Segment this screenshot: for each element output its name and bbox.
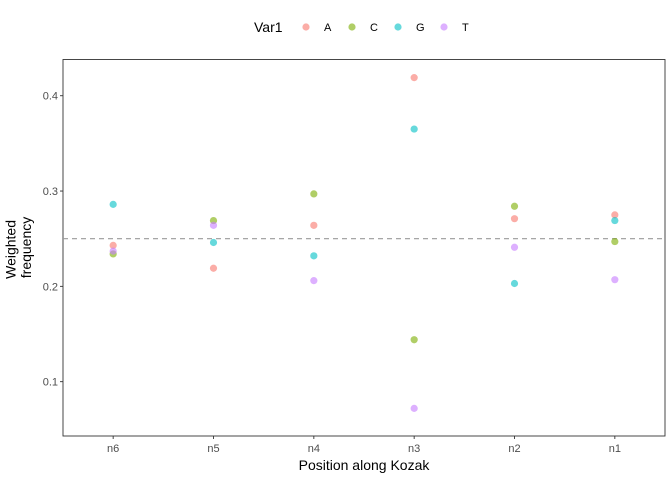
point-G-n6 (109, 200, 117, 208)
data-points (109, 74, 619, 412)
point-G-n3 (410, 125, 418, 133)
point-C-n3 (410, 336, 418, 344)
point-A-n5 (209, 264, 218, 272)
point-G-n2 (510, 279, 519, 288)
point-C-n4 (310, 190, 318, 198)
y-axis-title: Weighted frequency (3, 216, 34, 279)
y-tick-label: 0.4 (43, 91, 58, 103)
point-C-n2 (510, 202, 519, 210)
legend-key-T (440, 23, 448, 31)
x-tick-label-n6: n6 (107, 443, 119, 455)
point-T-n5 (209, 221, 218, 229)
legend-label-T: T (462, 22, 469, 34)
y-axis-title-line-2: frequency (18, 217, 34, 278)
y-axis-title-line-1: Weighted (3, 220, 19, 279)
y-tick-label: 0.2 (43, 281, 58, 293)
x-tick-label-n1: n1 (609, 443, 621, 455)
point-T-n1 (611, 276, 619, 284)
point-A-n6 (109, 241, 117, 249)
legend-label-G: G (416, 22, 425, 34)
legend-key-A (302, 23, 310, 31)
point-C-n1 (611, 237, 619, 246)
point-A-n2 (510, 215, 519, 223)
point-A-n1 (611, 211, 619, 219)
legend-label-A: A (324, 22, 332, 34)
x-tick-label-n5: n5 (207, 443, 219, 455)
point-G-n1 (611, 216, 619, 225)
point-T-n3 (410, 404, 418, 412)
y-tick-label: 0.1 (43, 377, 58, 389)
y-axis: 0.1 0.2 0.3 0.4 (43, 91, 63, 389)
plot-panel (62, 59, 666, 437)
point-G-n5 (209, 238, 218, 247)
legend-title: Var1 (254, 19, 283, 35)
y-tick-label: 0.3 (43, 186, 58, 198)
legend-key-G (394, 23, 402, 31)
x-axis-title: Position along Kozak (299, 457, 431, 473)
point-T-n6 (109, 247, 117, 255)
x-axis: n6 n5 n4 n3 n2 n1 (107, 436, 621, 455)
legend-label-C: C (370, 22, 378, 34)
x-tick-label-n3: n3 (408, 443, 420, 455)
legend: Var1 A C G T (254, 19, 469, 35)
point-A-n4 (310, 221, 318, 229)
x-tick-label-n4: n4 (308, 443, 320, 455)
point-A-n3 (410, 74, 418, 82)
point-T-n2 (510, 243, 519, 251)
point-G-n4 (310, 252, 318, 260)
legend-key-C (348, 23, 356, 31)
point-T-n4 (310, 277, 318, 285)
x-tick-label-n2: n2 (508, 443, 520, 455)
